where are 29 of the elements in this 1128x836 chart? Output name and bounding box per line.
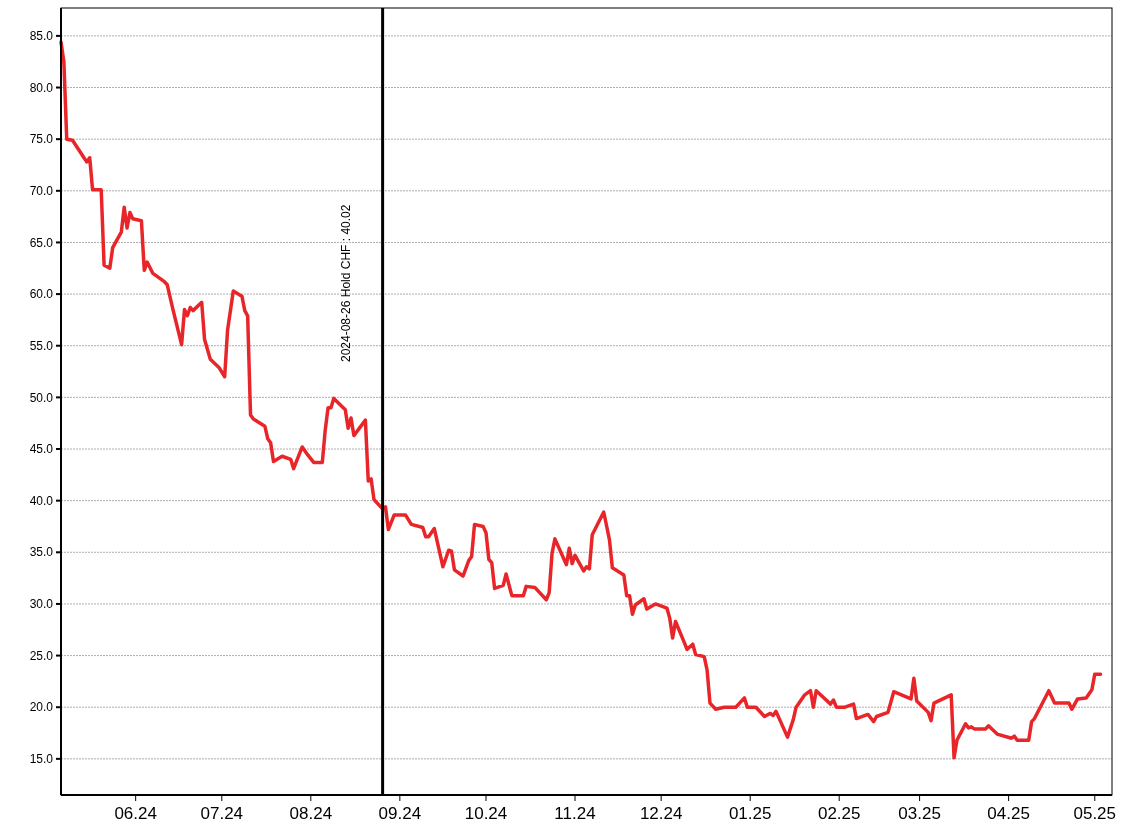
x-tick-label: 07.24 bbox=[200, 804, 244, 823]
y-tick-label: 30.0 bbox=[29, 597, 54, 612]
y-tick-label: 45.0 bbox=[29, 442, 54, 457]
y-tick-label: 50.0 bbox=[29, 390, 54, 405]
y-tick-label: 75.0 bbox=[29, 132, 54, 147]
y-tick-label: 20.0 bbox=[29, 700, 54, 715]
y-tick-label: 25.0 bbox=[29, 648, 54, 663]
ref-line-label: 2024-08-26 Hold CHF : 40.02 bbox=[338, 204, 353, 362]
x-tick-label: 12.24 bbox=[639, 804, 683, 823]
y-tick-label: 80.0 bbox=[29, 80, 54, 95]
y-tick-label: 60.0 bbox=[29, 287, 54, 302]
y-tick-label: 15.0 bbox=[29, 752, 54, 767]
y-tick-label: 40.0 bbox=[29, 493, 54, 508]
x-tick-label: 01.25 bbox=[728, 804, 772, 823]
x-tick-label: 10.24 bbox=[464, 804, 508, 823]
x-tick-label: 09.24 bbox=[378, 804, 422, 823]
x-tick-label: 11.24 bbox=[554, 804, 596, 823]
y-tick-label: 65.0 bbox=[29, 235, 54, 250]
x-tick-label: 02.25 bbox=[817, 804, 861, 823]
x-tick-label: 05.25 bbox=[1073, 804, 1117, 823]
x-tick-label: 04.25 bbox=[987, 804, 1030, 823]
line-series bbox=[59, 40, 1103, 760]
x-tick-label: 06.24 bbox=[114, 804, 157, 823]
y-tick-label: 70.0 bbox=[29, 184, 54, 199]
x-tick-label: 03.25 bbox=[898, 804, 941, 823]
y-tick-label: 55.0 bbox=[29, 338, 54, 353]
x-tick-label: 08.24 bbox=[289, 804, 333, 823]
y-tick-label: 35.0 bbox=[29, 545, 54, 560]
y-tick-label: 85.0 bbox=[29, 29, 54, 44]
